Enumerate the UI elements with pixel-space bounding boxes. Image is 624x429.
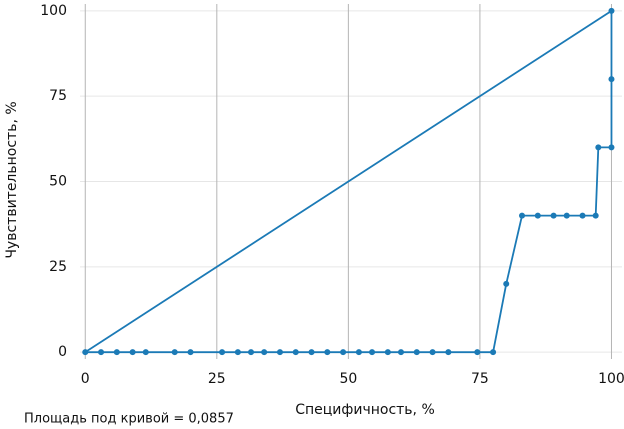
x-tick-label: 75 [471, 371, 489, 387]
point [563, 212, 570, 219]
y-tick-label: 0 [58, 344, 67, 360]
point [340, 349, 347, 356]
point [595, 144, 602, 151]
point [608, 76, 615, 83]
point [261, 349, 268, 356]
point [113, 349, 120, 356]
x-tick-label: 25 [208, 371, 226, 387]
point [429, 349, 436, 356]
y-tick-label: 75 [49, 88, 67, 104]
annotation: Площадь под кривой = 0,0857 [24, 412, 234, 427]
y-tick-label: 50 [49, 174, 67, 190]
point [369, 349, 376, 356]
point [413, 349, 420, 356]
point [292, 349, 299, 356]
point [503, 280, 510, 287]
y-axis-title: Чувствительность, % [4, 101, 20, 258]
point [519, 212, 526, 219]
point [234, 349, 241, 356]
x-axis-title: Специфичность, % [295, 402, 435, 418]
point [219, 349, 226, 356]
line [84, 10, 612, 353]
y-tick-label: 25 [49, 259, 67, 275]
point [592, 212, 599, 219]
point [308, 349, 315, 356]
point [187, 349, 194, 356]
point [171, 349, 178, 356]
y-tick-label: 100 [40, 3, 67, 19]
point [608, 7, 615, 14]
point [608, 144, 615, 151]
point [474, 349, 481, 356]
point [142, 349, 149, 356]
point [490, 349, 497, 356]
point [397, 349, 404, 356]
point [355, 349, 362, 356]
point [550, 212, 557, 219]
x-tick-label: 0 [81, 371, 90, 387]
point [98, 349, 105, 356]
point [82, 349, 89, 356]
point [129, 349, 136, 356]
point [276, 349, 283, 356]
point [248, 349, 255, 356]
point [324, 349, 331, 356]
x-tick-label: 100 [598, 371, 624, 387]
point [384, 349, 391, 356]
point [445, 349, 452, 356]
point [534, 212, 541, 219]
point [579, 212, 586, 219]
x-tick-label: 50 [339, 371, 357, 387]
